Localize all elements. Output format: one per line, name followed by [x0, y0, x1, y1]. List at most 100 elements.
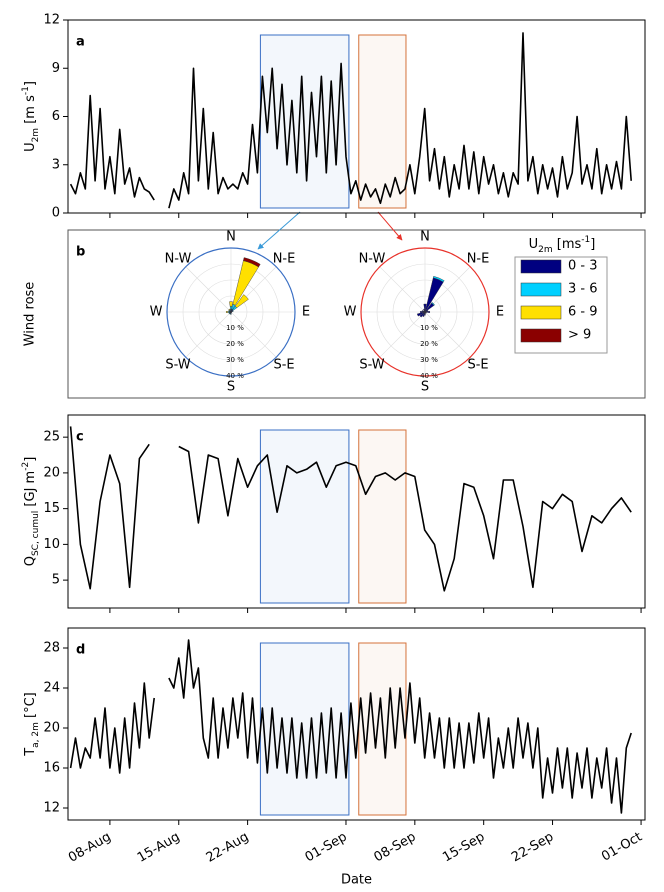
x-tick-label: 15-Aug — [135, 830, 183, 866]
legend-title: U2m [ms-1] — [529, 235, 596, 255]
direction-label: E — [302, 305, 310, 320]
rose-wedge — [229, 301, 233, 307]
y-axis-label: QSC, cumul [GJ m-2] — [21, 457, 41, 567]
y-tick-label: 3 — [52, 157, 60, 172]
y-tick-label: 10 — [43, 537, 60, 552]
rose-wedge — [424, 311, 426, 316]
rose-wedge — [423, 308, 426, 313]
rose-panel-frame — [67, 229, 646, 399]
legend-title-part: 2m — [538, 245, 553, 255]
legend-swatch — [520, 282, 562, 297]
y-tick-label: 24 — [43, 681, 60, 696]
x-tick-label: 22-Aug — [204, 830, 252, 866]
r-grid — [392, 279, 458, 345]
rose-wedge — [424, 311, 430, 313]
y-axis-label: Ta, 2m [°C] — [23, 692, 41, 757]
legend-swatch — [520, 259, 562, 274]
highlight-period — [259, 34, 350, 209]
y-tick-label: 9 — [52, 61, 60, 76]
y-axis-label-part: [GJ m — [23, 471, 38, 511]
rose-wedge — [232, 310, 234, 312]
x-tick-label: 22-Sep — [509, 830, 556, 866]
r-grid — [214, 295, 248, 329]
rose-wedge — [423, 303, 427, 313]
x-tick-label: 08-Sep — [371, 830, 418, 866]
data-line — [69, 32, 632, 209]
direction-label: W — [344, 305, 357, 320]
panel-label: d — [76, 643, 85, 658]
panel-label: c — [76, 430, 84, 445]
direction-label: N-E — [273, 251, 296, 266]
r-grid — [376, 263, 474, 361]
x-tick-label: 08-Aug — [66, 830, 114, 866]
direction-label: S-E — [273, 358, 294, 373]
data-line — [69, 639, 632, 814]
y-axis-label-part: Q — [23, 556, 38, 566]
r-tick-label: 30 % — [226, 356, 244, 364]
plot-frame — [67, 19, 646, 214]
rose-wedge — [243, 257, 261, 268]
x-tick-label: 01-Oct — [599, 830, 645, 865]
plot-frame — [67, 414, 646, 609]
legend-title-part: -1 — [581, 235, 590, 245]
highlight-period — [259, 642, 350, 816]
x-tick-label: 01-Sep — [303, 830, 350, 866]
y-axis-label-part: T — [23, 748, 38, 757]
r-tick-label: 20 % — [420, 340, 438, 348]
y-tick-label: 0 — [52, 206, 60, 221]
y-axis-label-part: 2m — [31, 128, 41, 143]
y-tick-label: 28 — [43, 641, 60, 656]
direction-label: N-W — [359, 251, 386, 266]
r-tick-label: 40 % — [226, 372, 244, 380]
r-tick-label: 10 % — [226, 324, 244, 332]
direction-label: E — [496, 305, 504, 320]
y-tick-label: 20 — [43, 465, 60, 480]
direction-label: N-W — [165, 251, 192, 266]
rose-wedge — [419, 311, 426, 318]
y-tick-label: 12 — [43, 13, 60, 28]
legend-swatch — [520, 328, 562, 343]
r-grid — [198, 279, 264, 345]
r-grid — [166, 247, 296, 377]
highlight-period — [358, 34, 407, 209]
direction-label: S-W — [359, 358, 384, 373]
highlight-period — [358, 429, 407, 604]
y-axis-label-part: -1 — [21, 86, 31, 95]
legend-label: 3 - 6 — [568, 282, 598, 297]
x-axis-label: Date — [341, 873, 372, 888]
direction-label: N — [420, 230, 430, 245]
y-axis-label-part: ] — [23, 457, 38, 462]
legend-title-part: ] — [590, 237, 595, 252]
direction-label: W — [150, 305, 163, 320]
y-axis-label-part: [m s — [23, 95, 38, 128]
rose-wedge — [424, 277, 444, 313]
link-arrow — [377, 211, 403, 241]
legend-swatch — [520, 305, 562, 320]
r-tick-label: 20 % — [226, 340, 244, 348]
plot-frame — [67, 627, 646, 821]
direction-label: S-W — [165, 358, 190, 373]
y-tick-label: 6 — [52, 109, 60, 124]
y-axis-label-part: [°C] — [23, 692, 38, 722]
y-axis-label: Wind rose — [23, 282, 38, 347]
direction-label: N — [226, 230, 236, 245]
r-tick-label: 40 % — [420, 372, 438, 380]
rose-wedge — [226, 311, 229, 313]
panel-label: b — [76, 245, 85, 260]
r-grid — [408, 295, 442, 329]
panel-label: a — [76, 35, 85, 50]
direction-label: N-E — [467, 251, 490, 266]
highlight-period — [259, 429, 350, 604]
r-grid — [182, 263, 280, 361]
x-tick-label: 15-Sep — [440, 830, 487, 866]
r-grid — [360, 247, 490, 377]
r-tick-label: 10 % — [420, 324, 438, 332]
legend-label: 0 - 3 — [568, 259, 598, 274]
y-tick-label: 25 — [43, 430, 60, 445]
legend-label: 6 - 9 — [568, 305, 598, 320]
y-tick-label: 20 — [43, 721, 60, 736]
rose-wedge — [229, 308, 231, 311]
y-tick-label: 12 — [43, 801, 60, 816]
